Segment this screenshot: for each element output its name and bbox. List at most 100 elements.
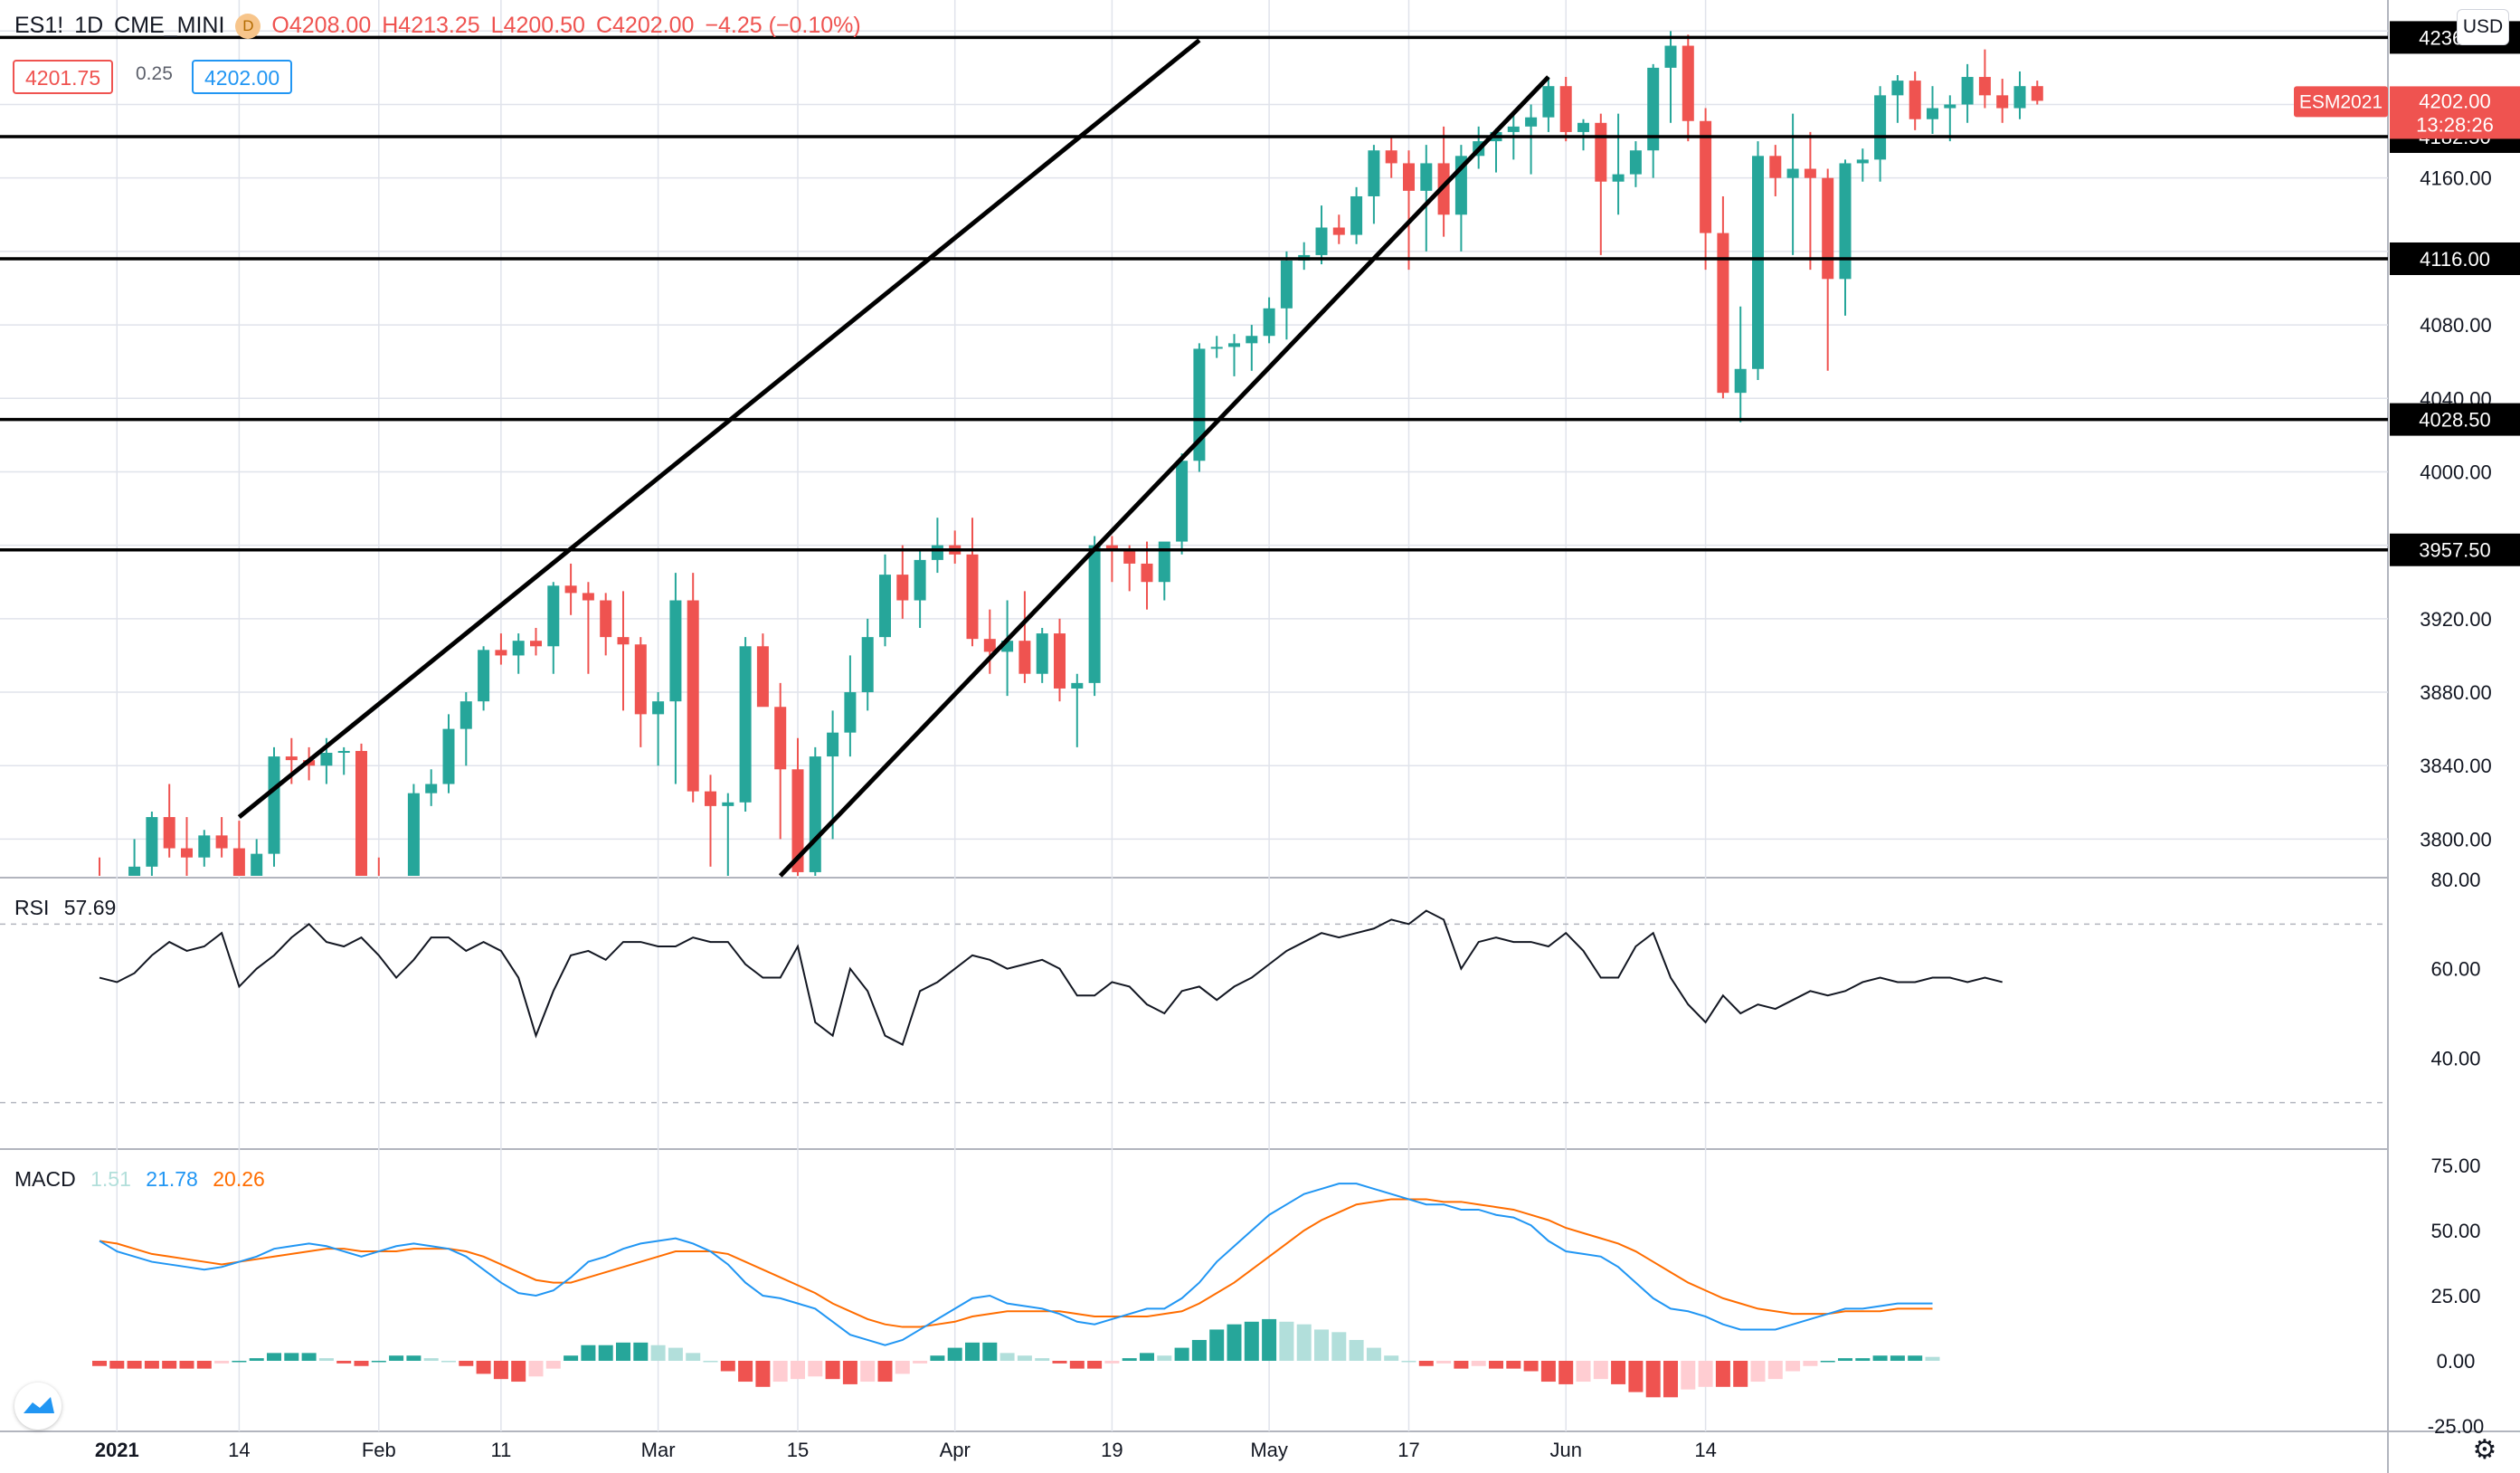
candle-body (896, 575, 909, 601)
price-axis: 3800.003840.003880.003920.003960.004000.… (2294, 20, 2520, 851)
settings-gear-icon[interactable]: ⚙ (2472, 1435, 2497, 1465)
macd-histogram-bar (528, 1361, 544, 1377)
time-tick-label: 17 (1397, 1439, 1419, 1461)
candle-body (1246, 336, 1258, 344)
candle-body (1263, 308, 1275, 337)
macd-histogram-bar (214, 1361, 230, 1364)
macd-histogram-bar (1628, 1361, 1644, 1392)
level-label-bg (2390, 533, 2520, 566)
candle-body (478, 650, 490, 702)
macd-histogram-bar (1540, 1361, 1556, 1383)
candle-body (337, 750, 350, 754)
candle-body (530, 641, 542, 647)
candle-body (1054, 633, 1066, 689)
rsi-tick-label: 80.00 (2430, 869, 2480, 891)
macd-legend[interactable]: MACD 1.51 21.78 20.26 (14, 1167, 274, 1192)
candle-body (1071, 682, 1084, 689)
candle-body (1210, 347, 1223, 349)
buy-price-button[interactable]: 4202.00 (192, 60, 293, 94)
macd-histogram-bar (196, 1361, 212, 1369)
candle-body (181, 848, 193, 858)
timeframe[interactable]: 1D (74, 13, 104, 38)
candle-body (442, 728, 455, 784)
candlestick-series (99, 31, 2043, 876)
currency-button[interactable]: USD (2457, 9, 2509, 45)
macd-histogram-bar (423, 1358, 439, 1361)
macd-histogram-bar (109, 1361, 125, 1369)
macd-histogram-bar (1890, 1355, 1905, 1361)
macd-histogram-bar (1209, 1329, 1225, 1361)
macd-histogram-bar (1331, 1332, 1347, 1361)
macd-histogram-bar (476, 1361, 491, 1374)
macd-histogram-bar (1576, 1361, 1591, 1383)
symbol-header: ES1! 1D CME_MINI D O4208.00 H4213.25 L42… (14, 13, 861, 39)
macd-histogram-bar (318, 1358, 334, 1361)
candle-body (739, 646, 752, 803)
macd-histogram-bar (1471, 1361, 1486, 1366)
candle-body (2013, 86, 2026, 109)
macd-histogram-bar (336, 1361, 352, 1364)
candle-body (879, 575, 891, 638)
macd-histogram-bar (1227, 1324, 1242, 1361)
macd-histogram-bar (581, 1345, 596, 1361)
candle-body (756, 646, 769, 708)
candle-body (722, 802, 734, 806)
macd-histogram-bar (1872, 1355, 1888, 1361)
time-tick-label: 2021 (95, 1439, 139, 1461)
rsi-label: RSI (14, 896, 50, 919)
symbol-name[interactable]: ES1! (14, 13, 64, 38)
macd-histogram-bar (1418, 1361, 1434, 1366)
macd-histogram-bar (1140, 1353, 1154, 1361)
candle-body (215, 835, 228, 849)
open-value: O4208.00 (271, 13, 372, 38)
candle-body (1350, 195, 1363, 235)
macd-histogram-bar (616, 1342, 630, 1361)
candle-body (1403, 163, 1415, 191)
delayed-badge[interactable]: D (235, 13, 261, 39)
macd-histogram-bar (930, 1355, 945, 1361)
time-tick-label: Apr (940, 1439, 971, 1461)
candle-body (1158, 541, 1170, 583)
macd-histogram-bar (825, 1361, 840, 1380)
macd-histogram-bar (913, 1361, 928, 1364)
macd-histogram-bar (1803, 1361, 1818, 1366)
candle-body (669, 600, 682, 702)
candle-body (617, 637, 630, 645)
candle-body (1734, 368, 1747, 394)
candle-body (1682, 45, 1694, 121)
last-price-label: 4202.00 (2419, 90, 2491, 112)
candle-body (1507, 126, 1520, 132)
rsi-line (99, 909, 2003, 1046)
macd-histogram-bar (1174, 1347, 1189, 1361)
macd-histogram-bar (459, 1361, 474, 1366)
candle-body (1542, 86, 1555, 118)
ohlc-close: C4202.00 (595, 13, 695, 38)
candle-body (1595, 122, 1607, 182)
macd-histogram-bar (1663, 1361, 1678, 1398)
candle-body (652, 701, 665, 715)
candle-body (163, 817, 175, 849)
price-tick-label: 3800.00 (2420, 828, 2492, 851)
macd-histogram-bar (738, 1361, 753, 1383)
time-tick-label: 14 (1694, 1439, 1716, 1461)
time-tick-label: Jun (1549, 1439, 1581, 1461)
time-tick-label: Mar (641, 1439, 676, 1461)
candle-body (1105, 545, 1118, 551)
trendlines (237, 38, 1550, 878)
macd-histogram-bar (1052, 1361, 1067, 1364)
candle-body (1786, 168, 1799, 178)
candle-body (1036, 633, 1048, 674)
rsi-legend[interactable]: RSI 57.69 (14, 896, 125, 920)
ohlc-change: −4.25 (−0.10%) (705, 13, 861, 38)
macd-histogram-bar (1314, 1329, 1329, 1361)
macd-histogram-bar (1069, 1361, 1085, 1369)
macd-histogram-bar (1506, 1361, 1521, 1369)
horizontal-levels (0, 35, 2388, 552)
macd-histogram-bar (1855, 1358, 1871, 1361)
time-tick-label: May (1250, 1439, 1288, 1461)
sell-price-button[interactable]: 4201.75 (13, 60, 114, 94)
macd-histogram-bar (1384, 1355, 1399, 1361)
tradingview-logo-icon[interactable] (14, 1383, 62, 1430)
candle-body (1577, 122, 1589, 132)
